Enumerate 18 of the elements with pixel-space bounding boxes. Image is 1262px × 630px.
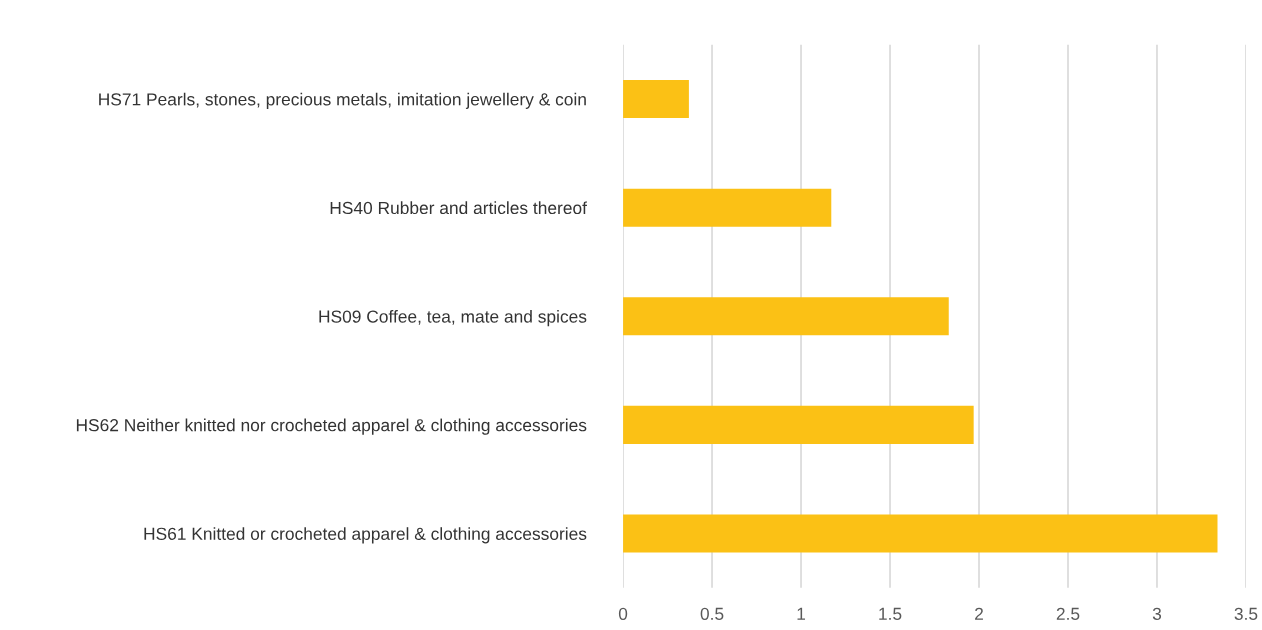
x-tick-label: 2.5 — [1056, 607, 1080, 620]
bar — [623, 80, 689, 119]
y-tick-label: HS61 Knitted or crocheted apparel & clothing accessories — [144, 527, 587, 544]
x-tick-label: 0.5 — [700, 607, 724, 620]
bar — [623, 297, 949, 336]
x-tick-label: 3 — [1152, 607, 1162, 620]
bar — [623, 188, 832, 227]
x-tick-label: 3.5 — [1234, 607, 1258, 620]
x-tick-label: 1.5 — [879, 607, 902, 620]
x-tick-label: 1 — [797, 607, 806, 620]
y-tick-label: HS71 Pearls, stones, precious metals, imitation jewellery & coin — [99, 92, 586, 109]
y-tick-label: HS40 Rubber and articles thereof — [330, 201, 587, 215]
x-tick-label: 0 — [618, 607, 628, 620]
y-tick-label: HS62 Neither knitted nor crocheted apparel & clothing accessories — [76, 418, 587, 435]
x-tick-label: 2 — [975, 607, 983, 620]
y-tick-label: HS09 Coffee, tea, mate and spices — [319, 309, 587, 327]
bar — [623, 405, 974, 444]
bar — [623, 514, 1218, 553]
